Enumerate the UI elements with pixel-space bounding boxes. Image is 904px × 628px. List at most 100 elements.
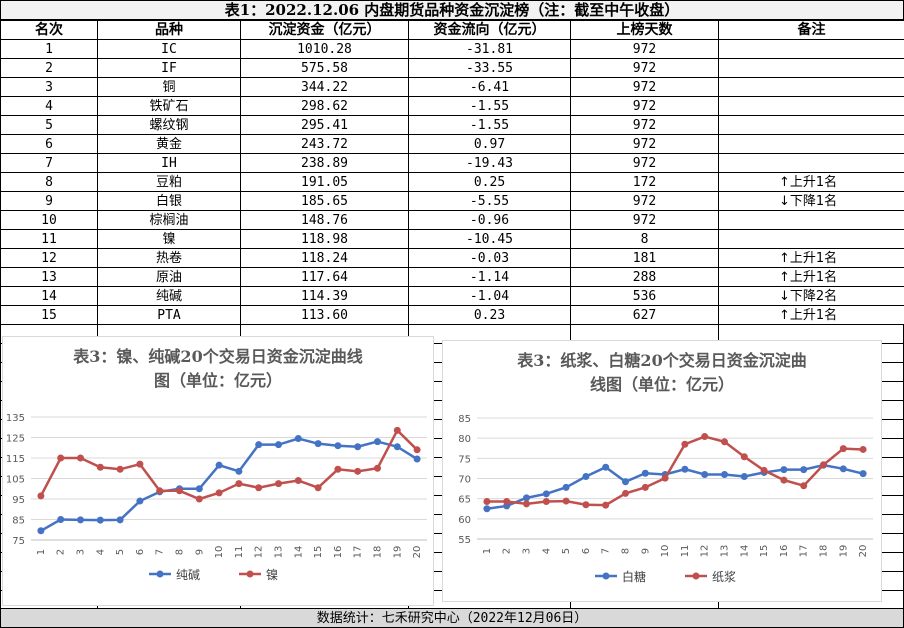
x-tick-label: 6 [135,549,146,555]
table-row: 6 黄金 243.72 0.97 972 [0,134,904,154]
table-row: 5 螺纹钢 295.41 -1.55 972 [0,115,904,135]
data-point-镍 [116,465,124,473]
flow-cell: 0.23 [408,305,571,325]
x-tick-label: 12 [254,546,265,559]
note-cell: ↑上升1名 [718,305,904,325]
data-point-纸浆 [542,497,550,505]
data-point-镍 [195,495,203,503]
data-point-纸浆 [562,497,570,505]
data-point-白糖 [721,470,728,478]
x-tick-label: 3 [522,548,533,554]
table-row: 14 纯碱 114.39 -1.04 536 ↓下降2名 [0,286,904,306]
capital-cell: 295.41 [240,115,409,135]
data-point-白糖 [483,505,491,513]
variety-cell: IC [97,39,241,59]
data-point-纯碱 [255,441,263,449]
table-row: 9 白银 185.65 -5.55 972 ↓下降1名 [0,191,904,211]
data-point-纸浆 [760,466,768,474]
rank-cell: 9 [0,191,98,211]
data-point-白糖 [562,483,570,491]
y-tick-label: 105 [6,475,25,486]
chart1-title-line2: 图（单位：亿元） [153,371,282,390]
note-cell [718,229,904,249]
y-tick-label: 55 [458,535,471,546]
x-tick-label: 10 [660,545,671,558]
data-point-纸浆 [622,489,629,497]
data-point-纯碱 [314,440,322,448]
data-point-纯碱 [215,461,223,469]
capital-cell: 344.22 [240,77,409,97]
data-point-纸浆 [661,474,669,482]
flow-cell: -10.45 [408,229,571,249]
x-tick-label: 6 [581,548,592,554]
header-variety: 品种 [97,20,241,40]
flow-cell: -5.55 [408,191,571,211]
table-header-row: 名次 品种 沉淀资金（亿元） 资金流向（亿元） 上榜天数 备注 [0,20,904,40]
days-cell: 972 [570,153,719,173]
days-cell: 972 [570,210,719,230]
days-cell: 288 [570,267,719,287]
table-row: 15 PTA 113.60 0.23 627 ↑上升1名 [0,305,904,325]
note-cell: ↓下降1名 [718,191,904,211]
x-tick-label: 11 [680,545,691,558]
variety-cell: 铁矿石 [97,96,241,116]
data-point-镍 [275,480,282,488]
header-rank: 名次 [0,20,98,40]
rank-cell: 14 [0,286,98,306]
table-row: 7 IH 238.89 -19.43 972 [0,153,904,173]
flow-cell: -19.43 [408,153,571,173]
data-source-footer: 数据统计：七禾研究中心（2022年12月06日） [0,608,904,628]
pulp-sugar-chart: 表3：纸浆、白糖20个交易日资金沉淀曲 线图（单位：亿元） 55 60 65 70 75… [442,340,882,602]
data-point-镍 [57,454,65,462]
x-tick-label: 5 [561,548,572,554]
rank-cell: 8 [0,172,98,192]
legend-label: 纸浆 [712,569,736,584]
data-point-白糖 [740,472,748,480]
capital-cell: 238.89 [240,153,409,173]
x-tick-label: 13 [274,546,285,559]
data-point-纸浆 [641,483,649,491]
y-tick-label: 75 [12,536,25,547]
y-tick-label: 115 [6,454,25,465]
data-point-纸浆 [839,445,847,453]
series-line-镍 [39,428,418,501]
data-point-纸浆 [503,497,511,505]
table-row: 13 原油 117.64 -1.14 288 ↑上升1名 [0,267,904,287]
table-row: 8 豆粕 191.05 0.25 172 ↑上升1名 [0,172,904,192]
variety-cell: 原油 [97,267,241,287]
data-point-镍 [215,489,223,497]
data-point-纯碱 [136,497,144,505]
chart1-title-line1: 表3：镍、纯碱20个交易日资金沉淀曲线 [73,347,363,366]
x-tick-label: 15 [313,546,324,559]
x-tick-label: 2 [502,548,513,554]
data-point-镍 [294,477,302,485]
variety-cell: 棕榈油 [97,210,241,230]
note-cell [718,115,904,135]
chart2-title-line2: 线图（单位：亿元） [589,375,734,394]
chart2-title-line1: 表3：纸浆、白糖20个交易日资金沉淀曲 [517,351,807,370]
capital-cell: 118.24 [240,248,409,268]
x-tick-label: 17 [799,545,810,558]
header-note: 备注 [718,20,904,40]
x-tick-label: 16 [779,545,790,558]
x-tick-label: 16 [333,546,344,559]
data-point-纸浆 [602,501,610,509]
note-cell [718,39,904,59]
y-tick-label: 125 [6,434,25,445]
capital-cell: 148.76 [240,210,409,230]
table-row: 1 IC 1010.28 -31.81 972 [0,39,904,59]
data-point-纸浆 [800,482,808,490]
series-line-纯碱 [40,437,418,532]
variety-cell: 黄金 [97,134,241,154]
x-tick-label: 7 [601,548,612,554]
days-cell: 972 [570,134,719,154]
data-point-纸浆 [483,497,491,505]
days-cell: 972 [570,58,719,78]
data-point-白糖 [681,465,689,473]
capital-cell: 118.98 [240,229,409,249]
data-point-纯碱 [374,438,381,446]
note-cell: ↓下降2名 [718,286,904,306]
data-point-镍 [77,454,84,462]
legend-label: 白糖 [622,569,646,584]
